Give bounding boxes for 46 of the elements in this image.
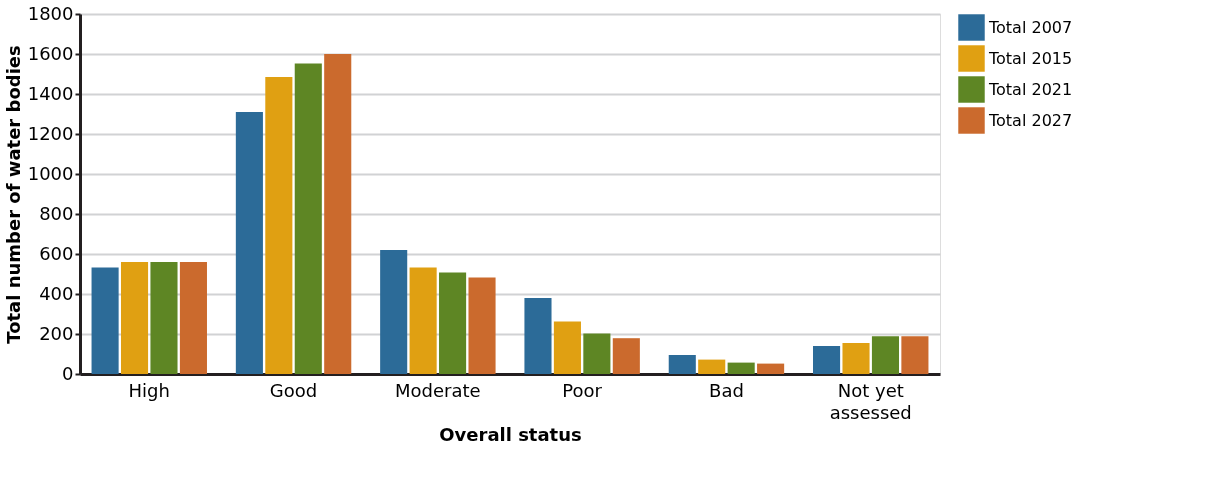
bar [871,336,900,374]
y-tick-label: 1800 [27,2,74,24]
bar [150,262,178,374]
y-tick-label: 400 [39,282,74,304]
bar [120,262,149,374]
bar [668,355,696,374]
bar [91,267,119,374]
bar [727,362,755,374]
x-tick-label: Poor [562,379,603,401]
y-tick-label: 1400 [27,82,74,104]
y-tick-label: 1200 [27,122,74,144]
bar [265,77,293,374]
bar [901,336,929,374]
bar [553,321,581,374]
bar [409,267,437,374]
bar [179,262,207,374]
y-tick-label: 1600 [27,42,74,64]
bar [583,333,611,374]
x-tick-label: Bad [709,379,744,401]
y-tick-label: 0 [62,362,74,384]
bar [842,343,870,374]
bar [324,54,352,374]
x-tick-label: Moderate [395,379,481,401]
x-tick-label: Good [269,379,318,401]
x-tick-label: Not yet assessed [829,379,912,423]
bar [757,363,785,374]
y-tick-label: 600 [39,242,74,264]
x-axis-title: Overall status [439,423,582,445]
legend-label: Total 2021 [988,79,1073,99]
bar [468,277,496,374]
bar [612,338,640,374]
bar [294,63,322,374]
y-tick-label: 1000 [27,162,74,184]
bar [235,112,263,374]
x-tick-label: High [128,379,170,401]
bar [439,272,467,374]
bar [813,346,841,374]
legend-label: Total 2007 [988,17,1073,37]
y-axis-title: Total number of water bodies [2,45,24,344]
legend-label: Total 2027 [988,110,1073,130]
bar [524,298,552,374]
legend-label: Total 2015 [988,48,1073,68]
y-tick-label: 200 [39,322,74,344]
y-tick-label: 800 [39,202,74,224]
bar [698,359,726,374]
bar [380,250,408,374]
